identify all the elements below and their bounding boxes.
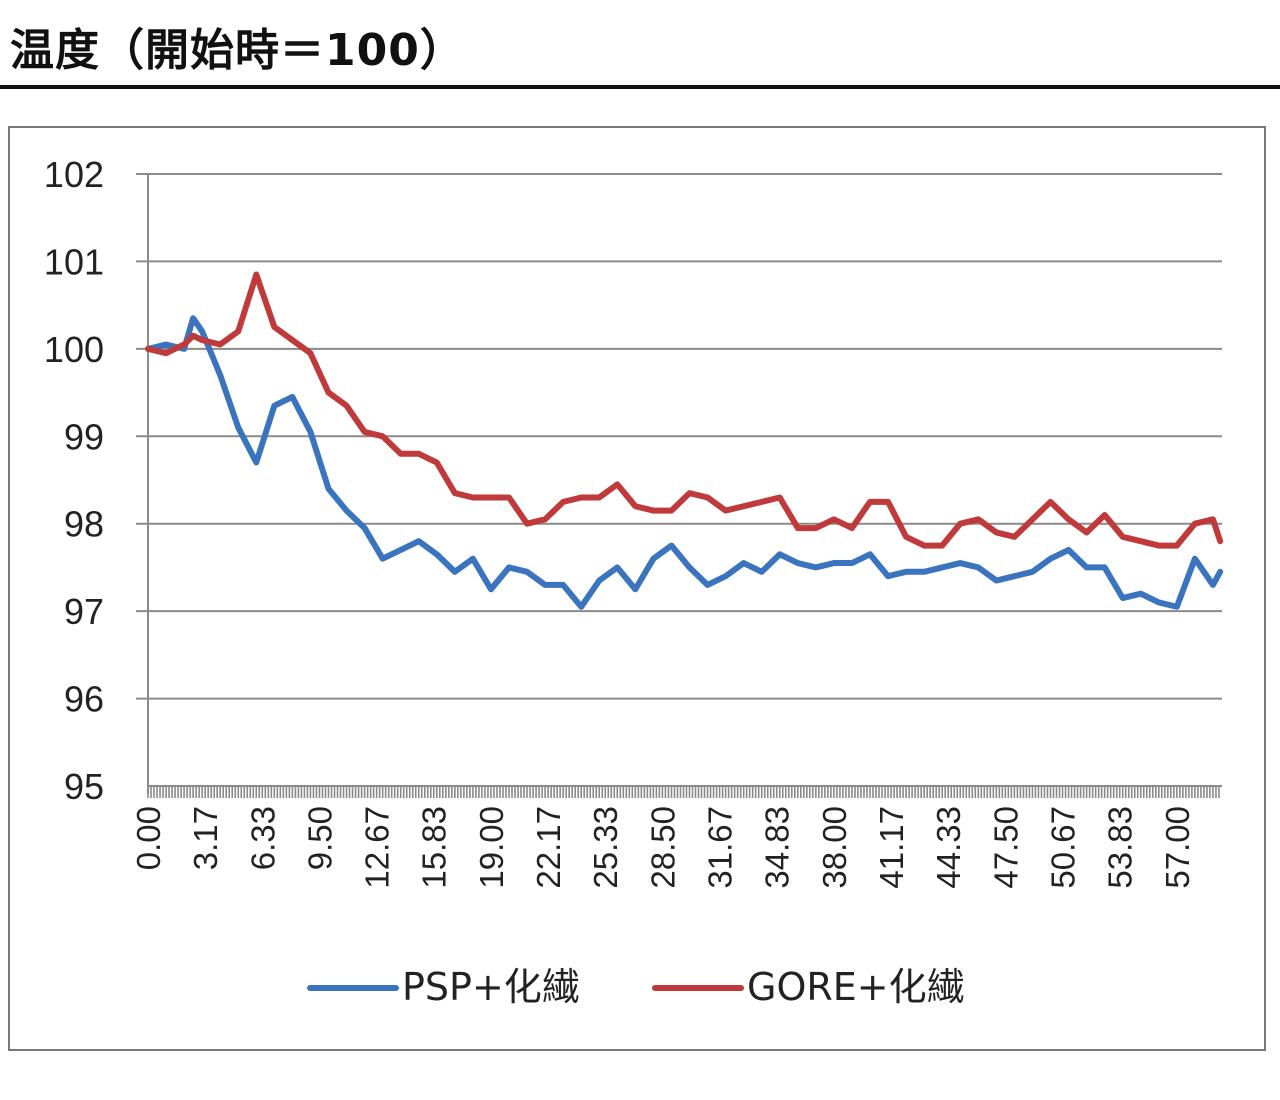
x-tick-label: 44.33 [930, 806, 967, 889]
x-tick-label: 28.50 [644, 806, 681, 889]
series-line-psp [145, 315, 1224, 610]
x-tick-label: 53.83 [1102, 806, 1139, 889]
x-tick-label: 22.17 [530, 806, 567, 889]
x-tick-label: 34.83 [759, 806, 796, 889]
y-tick-label: 100 [44, 329, 104, 370]
y-tick-label: 98 [64, 504, 104, 545]
x-tick-label: 50.67 [1045, 806, 1082, 889]
legend-label: GORE+化繊 [747, 965, 965, 1009]
x-tick-label: 57.00 [1159, 806, 1196, 889]
y-tick-label: 99 [64, 416, 104, 457]
series-line-gore [145, 271, 1224, 549]
x-tick-label: 25.33 [587, 806, 624, 889]
legend-label: PSP+化繊 [402, 965, 580, 1009]
x-tick-label: 19.00 [473, 806, 510, 889]
x-tick-label: 12.67 [359, 806, 396, 889]
chart-title: 温度（開始時＝100） [10, 25, 465, 76]
chart-frame [8, 126, 1266, 1051]
x-tick-label: 31.67 [702, 806, 739, 889]
y-tick-label: 101 [44, 241, 104, 282]
x-tick-label: 0.00 [130, 806, 167, 870]
x-tick-label: 9.50 [301, 806, 338, 870]
y-tick-label: 96 [64, 679, 104, 720]
x-tick-label: 41.17 [873, 806, 910, 889]
x-tick-label: 15.83 [416, 806, 453, 889]
x-tick-label: 3.17 [187, 806, 224, 870]
x-tick-label: 6.33 [244, 806, 281, 870]
y-tick-label: 95 [64, 766, 104, 807]
y-tick-label: 97 [64, 591, 104, 632]
x-tick-label: 38.00 [816, 806, 853, 889]
y-tick-label: 102 [44, 154, 104, 195]
x-tick-label: 47.50 [987, 806, 1024, 889]
title-underline [0, 85, 1280, 89]
